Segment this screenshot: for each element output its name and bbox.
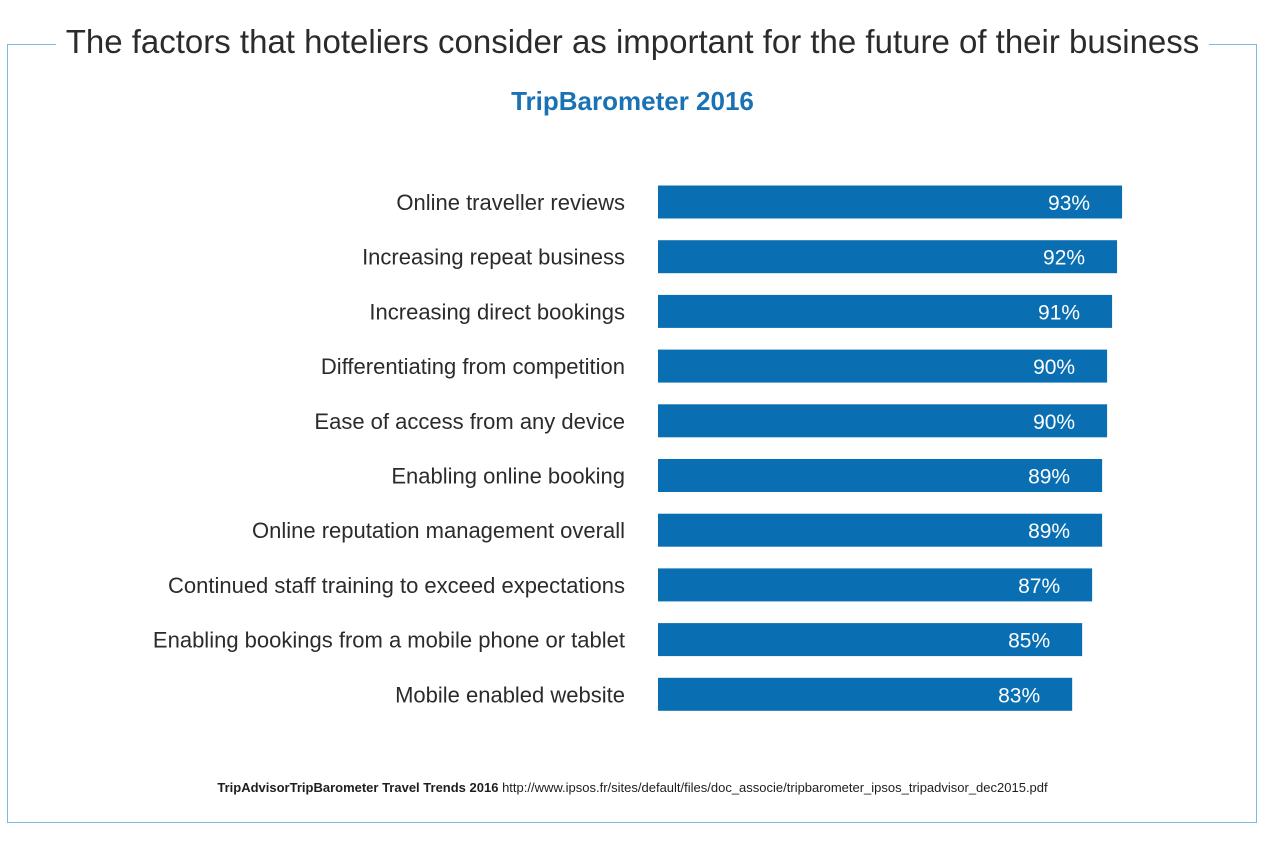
value-label: 90%	[1033, 356, 1075, 379]
value-label: 90%	[1033, 411, 1075, 434]
chart-subtitle: TripBarometer 2016	[511, 86, 754, 116]
category-label: Ease of access from any device	[314, 409, 625, 434]
bar	[658, 568, 1093, 602]
value-label: 89%	[1028, 520, 1070, 543]
chart-title-text: The factors that hoteliers consider as i…	[55, 23, 1210, 60]
bar	[658, 677, 1073, 711]
category-label: Enabling bookings from a mobile phone or…	[153, 628, 625, 653]
category-label: Enabling online booking	[391, 464, 625, 489]
value-label: 91%	[1038, 301, 1080, 324]
bar-chart: Online traveller reviews 93% Increasing re…	[153, 185, 1123, 711]
value-label: 85%	[1008, 630, 1050, 653]
bar	[658, 513, 1103, 547]
source-url[interactable]: http://www.ipsos.fr/sites/default/files/…	[502, 780, 1048, 795]
bar	[658, 185, 1123, 219]
category-label: Mobile enabled website	[395, 682, 625, 707]
source-label: TripAdvisorTripBarometer Travel Trends 2…	[217, 780, 499, 795]
chart-title: The factors that hoteliers consider as i…	[0, 20, 1265, 64]
value-label: 93%	[1048, 192, 1090, 215]
category-label: Increasing direct bookings	[369, 299, 625, 324]
category-label: Differentiating from competition	[321, 354, 625, 379]
bar	[658, 459, 1103, 492]
source-note: TripAdvisorTripBarometer Travel Trends 2…	[0, 780, 1265, 795]
bar	[658, 349, 1108, 383]
value-label: 92%	[1043, 247, 1085, 270]
category-label: Online traveller reviews	[396, 190, 625, 215]
bar	[658, 240, 1118, 274]
bar	[658, 404, 1108, 438]
value-label: 89%	[1028, 466, 1070, 489]
category-label: Increasing repeat business	[362, 245, 625, 270]
category-label: Continued staff training to exceed expec…	[168, 573, 625, 598]
category-label: Online reputation management overall	[252, 518, 625, 543]
value-label: 87%	[1018, 575, 1060, 598]
value-label: 83%	[998, 684, 1040, 707]
bar	[658, 623, 1083, 657]
bar	[658, 294, 1113, 328]
